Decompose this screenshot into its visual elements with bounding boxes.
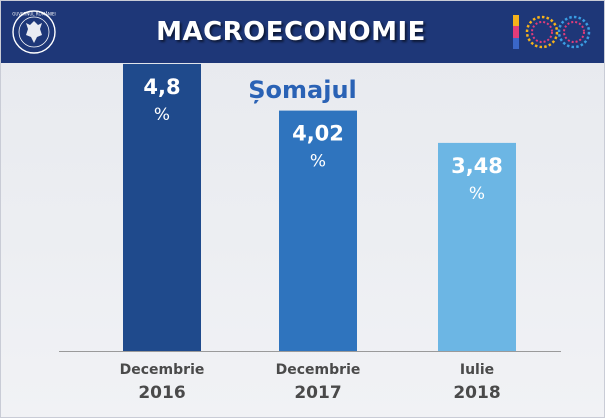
bar-1 (123, 63, 201, 352)
unit-label-1: % (154, 105, 170, 125)
data-label-2: 4,02 (292, 122, 344, 146)
category-label-3-line-1: Iulie (460, 362, 494, 378)
bar-3 (438, 142, 516, 351)
seal-text: GUVERNUL ROMÂNIEI (12, 12, 55, 17)
unit-label-2: % (310, 152, 326, 172)
category-label-1-line-2: 2016 (138, 383, 185, 403)
category-label-2-line-1: Decembrie (276, 362, 361, 378)
data-label-3: 3,48 (451, 154, 503, 178)
category-label-1-line-1: Decembrie (120, 362, 205, 378)
header-bar: GUVERNUL ROMÂNIEI MACROECONOMIE (1, 1, 604, 63)
page-title: MACROECONOMIE (156, 17, 426, 47)
category-label-2-line-2: 2017 (294, 383, 341, 403)
data-label-1: 4,8 (143, 75, 180, 99)
romania-100-centenary-icon (513, 15, 591, 49)
bar-2 (279, 110, 357, 351)
category-label-3-line-2: 2018 (453, 383, 500, 403)
chart-title: Șomajul (248, 76, 357, 104)
guvernul-romaniei-seal-icon: GUVERNUL ROMÂNIEI (12, 10, 56, 54)
unit-label-3: % (469, 184, 485, 204)
